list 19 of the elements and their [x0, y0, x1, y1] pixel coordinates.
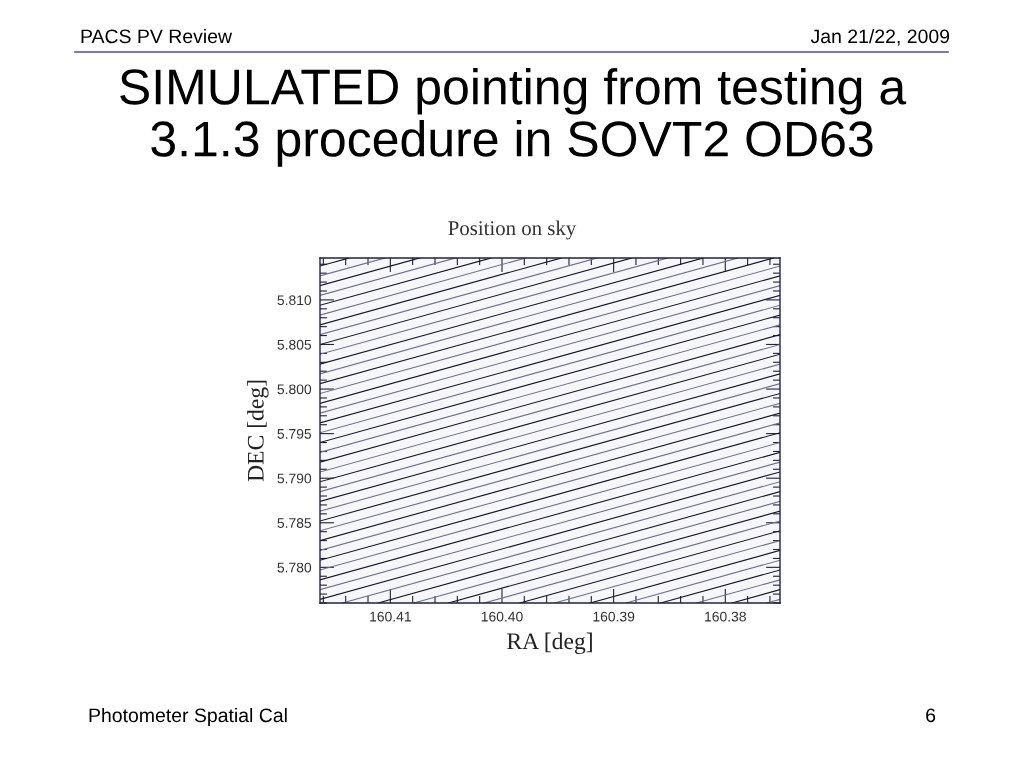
text: PACS PV Review — [81, 28, 233, 44]
y-tick-label: 5.810 — [277, 295, 312, 306]
x-axis-title: RA [deg] — [507, 632, 592, 655]
y-tick-label: 5.805 — [277, 339, 312, 350]
x-tick-label: 160.38 — [705, 611, 746, 622]
x-tick-label: 160.41 — [370, 611, 411, 622]
chart-title: SIMULATED pointing from testing a 3.1.3 procedure in SOVT2 OD63 — [120, 68, 907, 167]
x-tick-label: 160.39 — [593, 611, 635, 622]
chart-subtitle: Position on sky — [448, 220, 577, 240]
y-tick-label: 5.785 — [277, 518, 312, 528]
y-tick-label: 5.800 — [277, 384, 312, 395]
x-tick-label: 160.40 — [481, 611, 523, 622]
y-tick-label: 5.795 — [277, 428, 312, 439]
y-axis-title: DEC [deg] — [247, 380, 269, 482]
text: Photometer Spatial Cal — [89, 707, 287, 727]
y-tick-label: 5.780 — [277, 562, 312, 573]
y-tick-label: 5.790 — [277, 473, 312, 484]
text: 6 — [926, 708, 936, 723]
text: Jan 21/22, 2009 — [810, 28, 950, 46]
